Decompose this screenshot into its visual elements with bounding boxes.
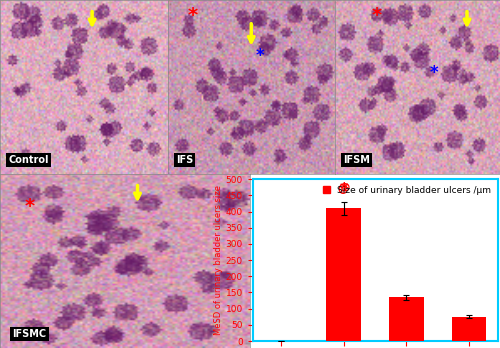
Text: *: * xyxy=(188,6,198,25)
Bar xyxy=(452,317,486,341)
Text: IFSM: IFSM xyxy=(343,155,370,165)
Bar xyxy=(389,297,424,341)
Y-axis label: MeSD of urinary bladder ulcers size: MeSD of urinary bladder ulcers size xyxy=(214,185,223,335)
Text: *: * xyxy=(371,6,382,25)
Text: IFS: IFS xyxy=(176,155,193,165)
Text: *: * xyxy=(430,64,438,82)
Text: *: * xyxy=(256,47,264,65)
Legend: Size of urinary bladder ulcers /μm: Size of urinary bladder ulcers /μm xyxy=(321,184,493,196)
Bar xyxy=(326,208,361,341)
Text: Control: Control xyxy=(8,155,49,165)
Text: @: @ xyxy=(338,182,350,195)
Text: IFSMC: IFSMC xyxy=(12,329,46,339)
Text: *: * xyxy=(25,197,35,216)
Text: *: * xyxy=(340,181,348,199)
